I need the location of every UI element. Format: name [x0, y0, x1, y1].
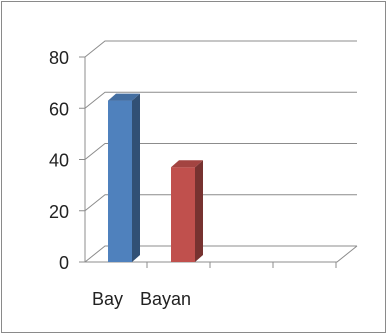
gridline: [84, 91, 357, 109]
y-tick-label: 60: [49, 99, 69, 119]
bar-top: [171, 160, 203, 168]
bar-front: [171, 167, 195, 262]
y-axis-ticks: 0 20 40 60 80: [49, 48, 69, 273]
bar-side: [195, 160, 203, 262]
bars: [108, 93, 203, 262]
x-axis-line: [85, 245, 358, 263]
gridline: [84, 194, 357, 212]
bar-front: [108, 100, 132, 262]
gridlines: [84, 40, 357, 263]
y-tick-label: 20: [49, 202, 69, 222]
bar: [171, 160, 203, 262]
y-tick-label: 80: [49, 48, 69, 68]
y-tick-label: 0: [59, 253, 69, 273]
gridline: [84, 245, 357, 263]
axes: [79, 56, 358, 268]
y-tick-label: 40: [49, 151, 69, 171]
bar-top: [108, 93, 140, 101]
bar: [108, 93, 140, 262]
x-axis-ticks: Bay Bayan: [92, 289, 191, 309]
x-tick-label: Bay: [92, 289, 123, 309]
x-tick-label: Bayan: [140, 289, 191, 309]
gridline: [84, 143, 357, 160]
bar-side: [132, 93, 140, 262]
gridline: [84, 40, 357, 58]
